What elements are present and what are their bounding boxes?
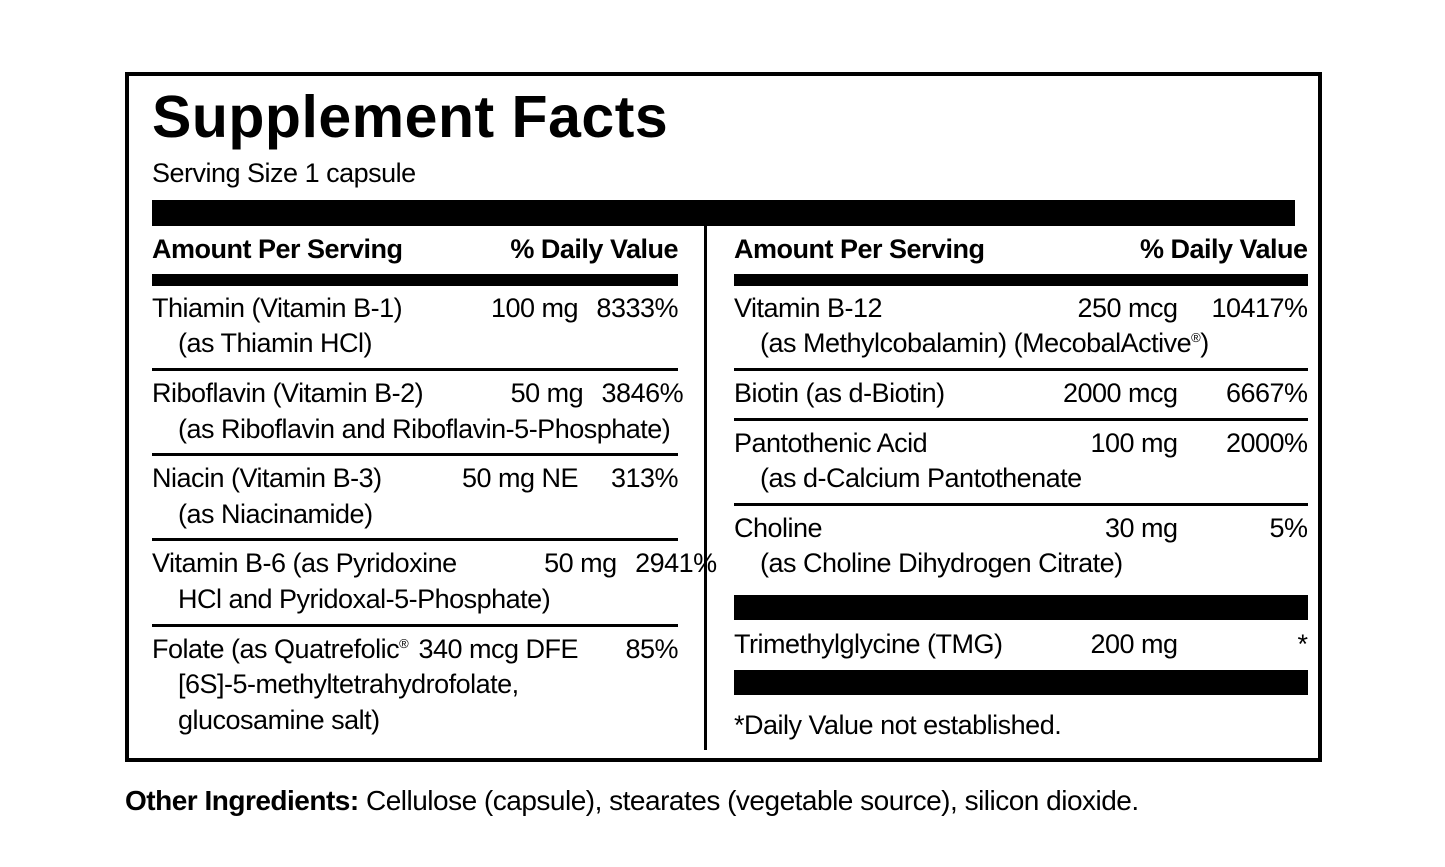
row-divider	[152, 367, 678, 371]
daily-value-footnote: *Daily Value not established.	[734, 709, 1062, 740]
nutrient-row-thiamin: Thiamin (Vitamin B-1) 100 mg 8333% (as T…	[152, 286, 679, 368]
nutrient-amount: 50 mg	[510, 377, 584, 408]
nutrient-row-trimethylglycine: Trimethylglycine (TMG) 200 mg *	[734, 627, 1308, 663]
nutrient-source: HCl and Pyridoxal-5-Phosphate)	[178, 584, 551, 615]
thick-divider-bar-top	[152, 199, 1295, 226]
thick-divider-bar	[734, 595, 1308, 621]
column-header-right: Amount Per Serving % Daily Value	[734, 226, 1308, 274]
nutrient-row-vitamin-b6: Vitamin B-6 (as Pyridoxine 50 mg 2941% H…	[152, 541, 717, 623]
nutrient-source: (as d-Calcium Pantothenate	[760, 463, 1082, 494]
nutrient-name: Biotin (as d-Biotin)	[734, 377, 945, 408]
row-divider	[152, 453, 678, 457]
nutrient-name: Vitamin B-12	[734, 292, 883, 323]
nutrient-row-niacin: Niacin (Vitamin B-3) 50 mg NE 313% (as N…	[152, 456, 679, 538]
row-divider	[152, 538, 678, 542]
supplement-facts-panel: Supplement Facts Serving Size 1 capsule …	[125, 72, 1322, 762]
row-divider	[152, 623, 678, 627]
nutrient-daily-value: 3846%	[601, 377, 684, 408]
nutrient-name: Niacin (Vitamin B-3)	[152, 463, 382, 494]
nutrient-daily-value: 85%	[625, 633, 678, 664]
header-amount-per-serving: Amount Per Serving	[152, 233, 403, 264]
header-daily-value: % Daily Value	[1139, 233, 1308, 264]
nutrient-source: glucosamine salt)	[178, 704, 380, 735]
nutrient-name: Riboflavin (Vitamin B-2)	[152, 377, 424, 408]
nutrient-daily-value: 10417%	[1211, 292, 1308, 323]
nutrient-daily-value: 8333%	[596, 292, 678, 323]
nutrient-amount: 250 mcg	[1077, 292, 1178, 323]
row-divider	[734, 417, 1308, 421]
nutrient-amount: 2000 mcg	[1062, 377, 1178, 408]
nutrient-daily-value: 5%	[1269, 512, 1309, 543]
nutrient-row-biotin: Biotin (as d-Biotin) 2000 mcg 6667%	[734, 371, 1308, 418]
facts-column-right: Amount Per Serving % Daily Value Vitamin…	[704, 225, 1308, 750]
nutrient-row-riboflavin: Riboflavin (Vitamin B-2) 50 mg 3846% (as…	[152, 371, 684, 453]
nutrient-row-folate: Folate (as Quatrefolic® 340 mcg DFE 85% …	[152, 627, 679, 745]
header-underline-bar	[734, 273, 1308, 286]
nutrient-amount: 100 mg	[1090, 427, 1178, 458]
nutrient-row-pantothenic-acid: Pantothenic Acid 100 mg 2000% (as d-Calc…	[734, 421, 1308, 503]
nutrient-amount: 50 mg NE	[461, 463, 579, 494]
row-divider	[734, 502, 1308, 506]
nutrient-daily-value: 2941%	[635, 548, 717, 579]
nutrient-amount: 100 mg	[490, 292, 579, 323]
nutrient-daily-value-asterisk: *	[1297, 629, 1309, 660]
nutrient-source: (as Choline Dihydrogen Citrate)	[760, 548, 1123, 579]
header-underline-bar	[152, 273, 678, 286]
nutrient-amount: 340 mcg DFE	[418, 633, 578, 664]
nutrient-source: (as Methylcobalamin) (MecobalActive®)	[760, 328, 1209, 359]
nutrient-name: Vitamin B-6 (as Pyridoxine	[152, 548, 457, 579]
nutrient-source: (as Riboflavin and Riboflavin-5-Phosphat…	[178, 413, 671, 444]
row-divider	[734, 367, 1308, 371]
column-header-left: Amount Per Serving % Daily Value	[152, 226, 678, 274]
nutrient-name: Pantothenic Acid	[734, 427, 928, 458]
registered-trademark-symbol: ®	[1191, 330, 1201, 346]
nutrient-amount: 200 mg	[1090, 629, 1178, 660]
other-ingredients-text: Cellulose (capsule), stearates (vegetabl…	[358, 785, 1139, 816]
nutrient-source: (as Niacinamide)	[178, 498, 373, 529]
panel-title: Supplement Facts	[152, 84, 669, 150]
other-ingredients-label: Other Ingredients:	[125, 785, 359, 816]
nutrient-source: [6S]-5-methyltetrahydrofolate,	[178, 669, 519, 700]
nutrient-row-choline: Choline 30 mg 5% (as Choline Dihydrogen …	[734, 506, 1308, 588]
nutrient-name: Choline	[734, 512, 823, 543]
nutrient-daily-value: 6667%	[1225, 377, 1308, 408]
nutrient-name: Trimethylglycine (TMG)	[734, 629, 1003, 660]
serving-size: Serving Size 1 capsule	[152, 158, 416, 188]
nutrient-daily-value: 2000%	[1225, 427, 1308, 458]
nutrient-daily-value: 313%	[610, 463, 679, 494]
nutrient-name: Thiamin (Vitamin B-1)	[152, 292, 403, 323]
nutrient-amount: 30 mg	[1104, 512, 1178, 543]
registered-trademark-symbol: ®	[399, 635, 409, 651]
facts-columns: Amount Per Serving % Daily Value Thiamin…	[152, 225, 1308, 750]
nutrient-amount: 50 mg	[544, 548, 617, 579]
nutrient-source: (as Thiamin HCl)	[178, 328, 373, 359]
other-ingredients-line: Other Ingredients: Cellulose (capsule), …	[125, 783, 1325, 818]
nutrient-row-vitamin-b12: Vitamin B-12 250 mcg 10417% (as Methylco…	[734, 286, 1308, 368]
header-daily-value: % Daily Value	[510, 233, 678, 264]
facts-column-left: Amount Per Serving % Daily Value Thiamin…	[152, 226, 717, 750]
header-amount-per-serving: Amount Per Serving	[734, 233, 985, 264]
thick-divider-bar	[734, 669, 1308, 695]
nutrient-name: Folate (as Quatrefolic®	[152, 633, 409, 664]
